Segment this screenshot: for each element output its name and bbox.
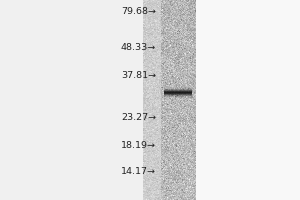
Text: 14.17→: 14.17→ xyxy=(121,166,156,176)
Text: 48.33→: 48.33→ xyxy=(121,44,156,52)
Text: 18.19→: 18.19→ xyxy=(121,140,156,150)
Text: 37.81→: 37.81→ xyxy=(121,71,156,79)
Text: 79.68→: 79.68→ xyxy=(121,6,156,16)
Text: 23.27→: 23.27→ xyxy=(121,112,156,121)
Bar xyxy=(195,0,300,200)
